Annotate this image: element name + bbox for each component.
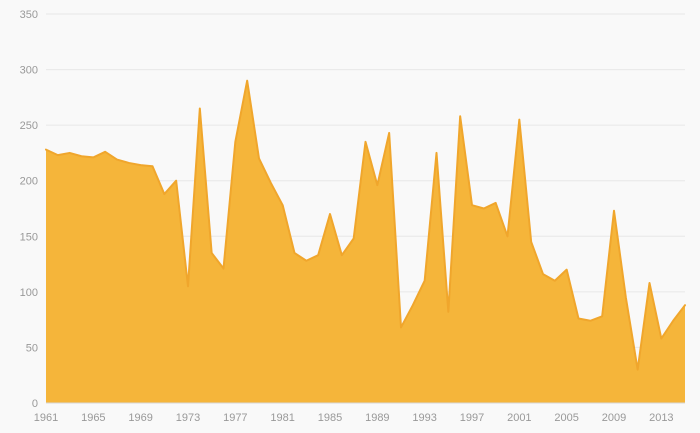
x-axis-tick-label: 2001 [507, 412, 531, 424]
x-axis-labels: 1961 1965 1969 1973 1977 1981 1985 1989 1993 1997… [34, 412, 674, 424]
x-axis-tick-label: 1989 [365, 412, 389, 424]
y-axis-tick-label: 0 [32, 398, 38, 410]
area-series-line [45, 79, 686, 371]
x-axis-tick-label: 1977 [223, 412, 247, 424]
x-axis-tick-label: 1993 [412, 412, 436, 424]
x-axis-tick-label: 1985 [318, 412, 342, 424]
series-layer [45, 79, 686, 403]
x-axis-tick-label: 1981 [270, 412, 294, 424]
y-axis-labels: 0 50 100 150 200 250 300 350 [20, 9, 38, 410]
y-axis-tick-label: 350 [20, 9, 38, 21]
y-axis-tick-label: 300 [20, 65, 38, 77]
y-axis-tick-label: 50 [26, 342, 38, 354]
x-axis-tick-label: 2005 [554, 412, 578, 424]
x-axis-tick-label: 1973 [176, 412, 200, 424]
area-series-fill[interactable] [46, 80, 685, 403]
x-axis-tick-label: 1997 [460, 412, 484, 424]
y-axis-tick-label: 100 [20, 287, 38, 299]
y-axis-tick-label: 250 [20, 120, 38, 132]
x-axis-tick-label: 1965 [81, 412, 105, 424]
x-axis-tick-label: 2009 [602, 412, 626, 424]
x-axis-tick-label: 2013 [649, 412, 673, 424]
x-axis-tick-label: 1961 [34, 412, 58, 424]
y-axis-tick-label: 200 [20, 176, 38, 188]
y-axis-tick-label: 150 [20, 231, 38, 243]
x-axis-tick-label: 1969 [128, 412, 152, 424]
